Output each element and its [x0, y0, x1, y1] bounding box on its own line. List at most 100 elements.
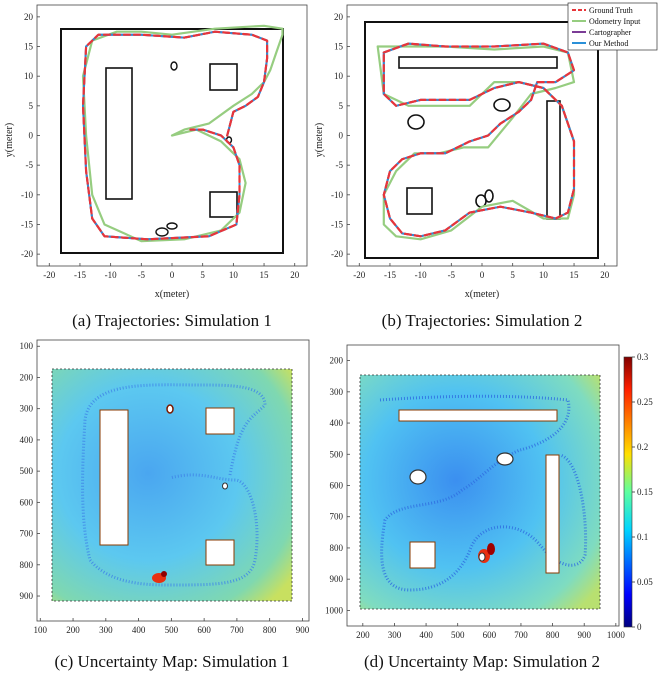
y-tick-label: 1000 [325, 605, 344, 615]
colorbar-tick-label: 0.15 [637, 487, 653, 497]
x-tick-label: 10 [539, 270, 549, 280]
y-tick-label: 500 [20, 466, 34, 476]
series-line-odometry-input [81, 24, 284, 243]
high-uncertainty-spot [161, 571, 167, 577]
y-tick-label: 700 [20, 529, 34, 539]
obstacle-box [209, 63, 238, 91]
y-tick-label: 100 [20, 341, 34, 351]
obstacle-blob [166, 222, 178, 230]
x-tick-label: 700 [514, 630, 528, 640]
occupied-region [205, 407, 235, 435]
y-tick-label: 900 [20, 591, 34, 601]
y-tick-label: -15 [331, 219, 343, 229]
x-tick-label: 15 [260, 270, 270, 280]
y-tick-label: 200 [330, 356, 344, 366]
series-line-ground-truth [382, 42, 576, 238]
x-tick-label: 5 [510, 270, 515, 280]
occupied-region [205, 539, 235, 566]
environment-boundary [364, 21, 599, 259]
y-tick-label: 600 [20, 497, 34, 507]
x-tick-label: -15 [74, 270, 86, 280]
legend-label: Odometry Input [589, 17, 641, 26]
occupied-region [99, 409, 129, 546]
panel-d-uncertainty-map: 200 300 400 500 600 700 800 900 1000 200 300 400 500… [325, 344, 653, 640]
colorbar [623, 356, 633, 628]
y-tick-label: 10 [24, 71, 34, 81]
y-tick-label: 20 [334, 12, 344, 22]
y-tick-label: 300 [20, 404, 34, 414]
legend: Ground Truth Odometry Input Cartographer Ou… [567, 2, 658, 51]
map-boundary [359, 374, 601, 610]
x-tick-label: -15 [384, 270, 396, 280]
x-tick-label: 600 [483, 630, 497, 640]
x-tick-label: 1000 [607, 630, 626, 640]
y-tick-label: 300 [330, 387, 344, 397]
occupied-region [398, 409, 558, 422]
y-tick-label: 400 [20, 435, 34, 445]
y-tick-label: 5 [29, 101, 34, 111]
high-uncertainty-spot [487, 543, 495, 555]
y-tick-label: 0 [29, 131, 34, 141]
occupied-region [409, 541, 436, 569]
x-tick-label: 500 [451, 630, 465, 640]
y-tick-label: -20 [21, 249, 33, 259]
x-tick-label: -5 [138, 270, 146, 280]
y-tick-label: 600 [330, 481, 344, 491]
y-tick-label: 500 [330, 449, 344, 459]
uncertainty-trail [81, 383, 267, 587]
x-tick-label: -5 [448, 270, 456, 280]
x-tick-label: 5 [200, 270, 205, 280]
x-tick-label: 900 [577, 630, 591, 640]
caption-d: (d) Uncertainty Map: Simulation 2 [364, 652, 600, 671]
colorbar-tick-label: 0.3 [637, 352, 649, 362]
x-tick-label: 500 [165, 625, 179, 635]
y-tick-label: -5 [336, 160, 344, 170]
y-axis-label: y(meter) [4, 123, 15, 157]
legend-label: Our Method [589, 39, 628, 48]
x-tick-label: 0 [170, 270, 175, 280]
colorbar-ticks: 0.3 0.25 0.2 0.15 0.1 0.05 0 [632, 352, 653, 632]
x-tick-label: -20 [353, 270, 365, 280]
obstacle-box [406, 187, 433, 215]
series-line-ground-truth [81, 30, 269, 241]
obstacle-blob [493, 98, 511, 112]
y-tick-label: 20 [24, 12, 34, 22]
obstacle-blob [484, 189, 494, 203]
occupied-blob [496, 452, 514, 466]
legend-label: Ground Truth [589, 6, 633, 15]
obstacle-blob [170, 61, 178, 71]
obstacle-blob [407, 114, 425, 130]
x-tick-label: 20 [290, 270, 300, 280]
x-tick-label: 300 [99, 625, 113, 635]
x-axis-label: x(meter) [465, 289, 499, 300]
y-tick-label: 15 [334, 42, 344, 52]
y-tick-label: 400 [330, 418, 344, 428]
colorbar-tick-label: 0 [637, 622, 642, 632]
x-tick-label: 100 [34, 625, 48, 635]
y-tick-label: 900 [330, 574, 344, 584]
x-tick-label: 300 [388, 630, 402, 640]
y-tick-label: 200 [20, 372, 34, 382]
x-tick-label: 900 [296, 625, 310, 635]
x-tick-label: 20 [600, 270, 610, 280]
y-tick-label: -10 [21, 190, 33, 200]
occupied-blob [478, 552, 486, 562]
x-tick-label: 800 [263, 625, 277, 635]
x-tick-label: 600 [197, 625, 211, 635]
panel-a-trajectory-plot: -20 -15 -10 -5 0 5 10 15 20 20 15 10 5 0 -5 -10 -15 -20 x… [4, 4, 308, 300]
panel-c-uncertainty-map: 100 200 300 400 500 600 700 800 900 100 200 300 400 5… [20, 339, 310, 635]
caption-b: (b) Trajectories: Simulation 2 [382, 311, 583, 330]
y-tick-label: -20 [331, 249, 343, 259]
obstacle-box [105, 67, 133, 200]
x-tick-label: 15 [570, 270, 580, 280]
uncertainty-trail [379, 394, 588, 592]
colorbar-tick-label: 0.05 [637, 577, 653, 587]
obstacle-wall [398, 56, 558, 69]
y-tick-label: 10 [334, 71, 344, 81]
x-tick-label: -10 [415, 270, 427, 280]
y-tick-label: -15 [21, 219, 33, 229]
y-tick-label: -5 [26, 160, 34, 170]
occupied-blob [409, 469, 427, 485]
y-tick-label: 800 [330, 543, 344, 553]
